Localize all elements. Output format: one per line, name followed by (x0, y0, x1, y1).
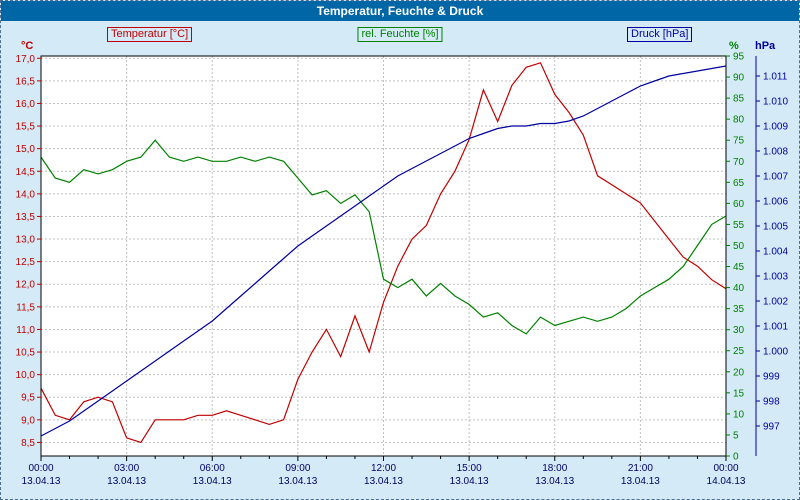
svg-text:1.002: 1.002 (763, 297, 788, 308)
svg-text:60: 60 (733, 199, 745, 210)
svg-text:30: 30 (733, 325, 745, 336)
svg-text:15:00: 15:00 (457, 463, 482, 474)
svg-text:14,0: 14,0 (16, 189, 36, 200)
svg-text:13,5: 13,5 (16, 212, 36, 223)
svg-text:03:00: 03:00 (114, 463, 139, 474)
window-title-bar: Temperatur, Feuchte & Druck (1, 1, 799, 21)
svg-text:997: 997 (763, 422, 780, 433)
svg-text:75: 75 (733, 136, 745, 147)
svg-text:25: 25 (733, 346, 745, 357)
svg-text:0: 0 (733, 452, 739, 463)
svg-text:70: 70 (733, 157, 745, 168)
svg-text:90: 90 (733, 73, 745, 84)
svg-text:80: 80 (733, 115, 745, 126)
svg-text:1.005: 1.005 (763, 222, 788, 233)
svg-text:1.008: 1.008 (763, 147, 788, 158)
svg-text:1.000: 1.000 (763, 347, 788, 358)
svg-text:18:00: 18:00 (542, 463, 567, 474)
svg-text:1.001: 1.001 (763, 322, 788, 333)
svg-text:10,0: 10,0 (16, 370, 36, 381)
svg-text:16,0: 16,0 (16, 99, 36, 110)
svg-text:85: 85 (733, 94, 745, 105)
temperature-axis-unit: °C (21, 40, 34, 52)
svg-text:11,0: 11,0 (16, 325, 35, 336)
svg-text:5: 5 (733, 430, 739, 441)
svg-text:17,0: 17,0 (16, 54, 36, 65)
svg-text:00:00: 00:00 (713, 463, 738, 474)
svg-text:40: 40 (733, 283, 745, 294)
svg-text:95: 95 (733, 52, 745, 63)
svg-text:14,5: 14,5 (16, 167, 36, 178)
svg-text:13,0: 13,0 (16, 235, 36, 246)
svg-text:06:00: 06:00 (200, 463, 225, 474)
svg-text:13.04.13: 13.04.13 (107, 476, 146, 487)
legend-humidity: rel. Feuchte [%] (357, 27, 443, 42)
svg-text:1.007: 1.007 (763, 172, 788, 183)
svg-text:65: 65 (733, 178, 745, 189)
series-line-humidity (40, 139, 727, 335)
svg-text:55: 55 (733, 220, 745, 231)
svg-text:09:00: 09:00 (285, 463, 310, 474)
svg-text:1.004: 1.004 (763, 247, 788, 258)
svg-text:12,0: 12,0 (16, 280, 36, 291)
svg-text:8,5: 8,5 (21, 438, 35, 449)
svg-text:10: 10 (733, 409, 745, 420)
svg-text:15,5: 15,5 (16, 122, 36, 133)
svg-text:1.006: 1.006 (763, 197, 788, 208)
svg-text:13.04.13: 13.04.13 (22, 476, 61, 487)
svg-text:45: 45 (733, 262, 745, 273)
svg-text:9,5: 9,5 (21, 393, 35, 404)
pressure-axis-unit: hPa (755, 40, 776, 52)
svg-text:13.04.13: 13.04.13 (364, 476, 403, 487)
svg-text:12:00: 12:00 (371, 463, 396, 474)
svg-text:12,5: 12,5 (16, 257, 36, 268)
svg-text:13.04.13: 13.04.13 (450, 476, 489, 487)
svg-text:13.04.13: 13.04.13 (193, 476, 232, 487)
svg-text:1.010: 1.010 (763, 97, 788, 108)
svg-text:15: 15 (733, 388, 745, 399)
svg-text:13.04.13: 13.04.13 (535, 476, 574, 487)
svg-text:999: 999 (763, 372, 780, 383)
legend-pressure: Druck [hPa] (627, 27, 693, 42)
svg-text:998: 998 (763, 397, 780, 408)
svg-text:1.011: 1.011 (763, 72, 788, 83)
svg-text:16,5: 16,5 (16, 76, 36, 87)
svg-text:13.04.13: 13.04.13 (621, 476, 660, 487)
series-line-temperature (40, 62, 727, 444)
svg-text:9,0: 9,0 (21, 415, 35, 426)
svg-text:13.04.13: 13.04.13 (278, 476, 317, 487)
svg-text:1.003: 1.003 (763, 272, 788, 283)
grid-layer (41, 56, 726, 456)
svg-text:14.04.13: 14.04.13 (707, 476, 746, 487)
svg-text:20: 20 (733, 367, 745, 378)
svg-text:35: 35 (733, 304, 745, 315)
svg-text:11,5: 11,5 (16, 302, 35, 313)
svg-text:10,5: 10,5 (16, 348, 36, 359)
legend-temperature: Temperatur [°C] (107, 27, 193, 42)
svg-text:00:00: 00:00 (28, 463, 53, 474)
svg-text:50: 50 (733, 241, 745, 252)
svg-text:21:00: 21:00 (628, 463, 653, 474)
svg-text:1.009: 1.009 (763, 122, 788, 133)
svg-text:15,0: 15,0 (16, 144, 36, 155)
time-axis: 00:00 13.04.13 03:00 13.04.13 06:00 13.04.13 0… (22, 456, 746, 487)
window-title: Temperatur, Feuchte & Druck (316, 4, 484, 18)
temperature-axis: 17,0 16,5 16,0 15,5 15,0 14,5 14,0 13,5 13,0 12,5… (16, 54, 41, 449)
humidity-axis-unit: % (729, 40, 739, 52)
pressure-axis: 1.011 1.010 1.009 1.008 1.007 1.006 1.005 1.004… (755, 56, 788, 456)
series-line-pressure (40, 65, 727, 437)
